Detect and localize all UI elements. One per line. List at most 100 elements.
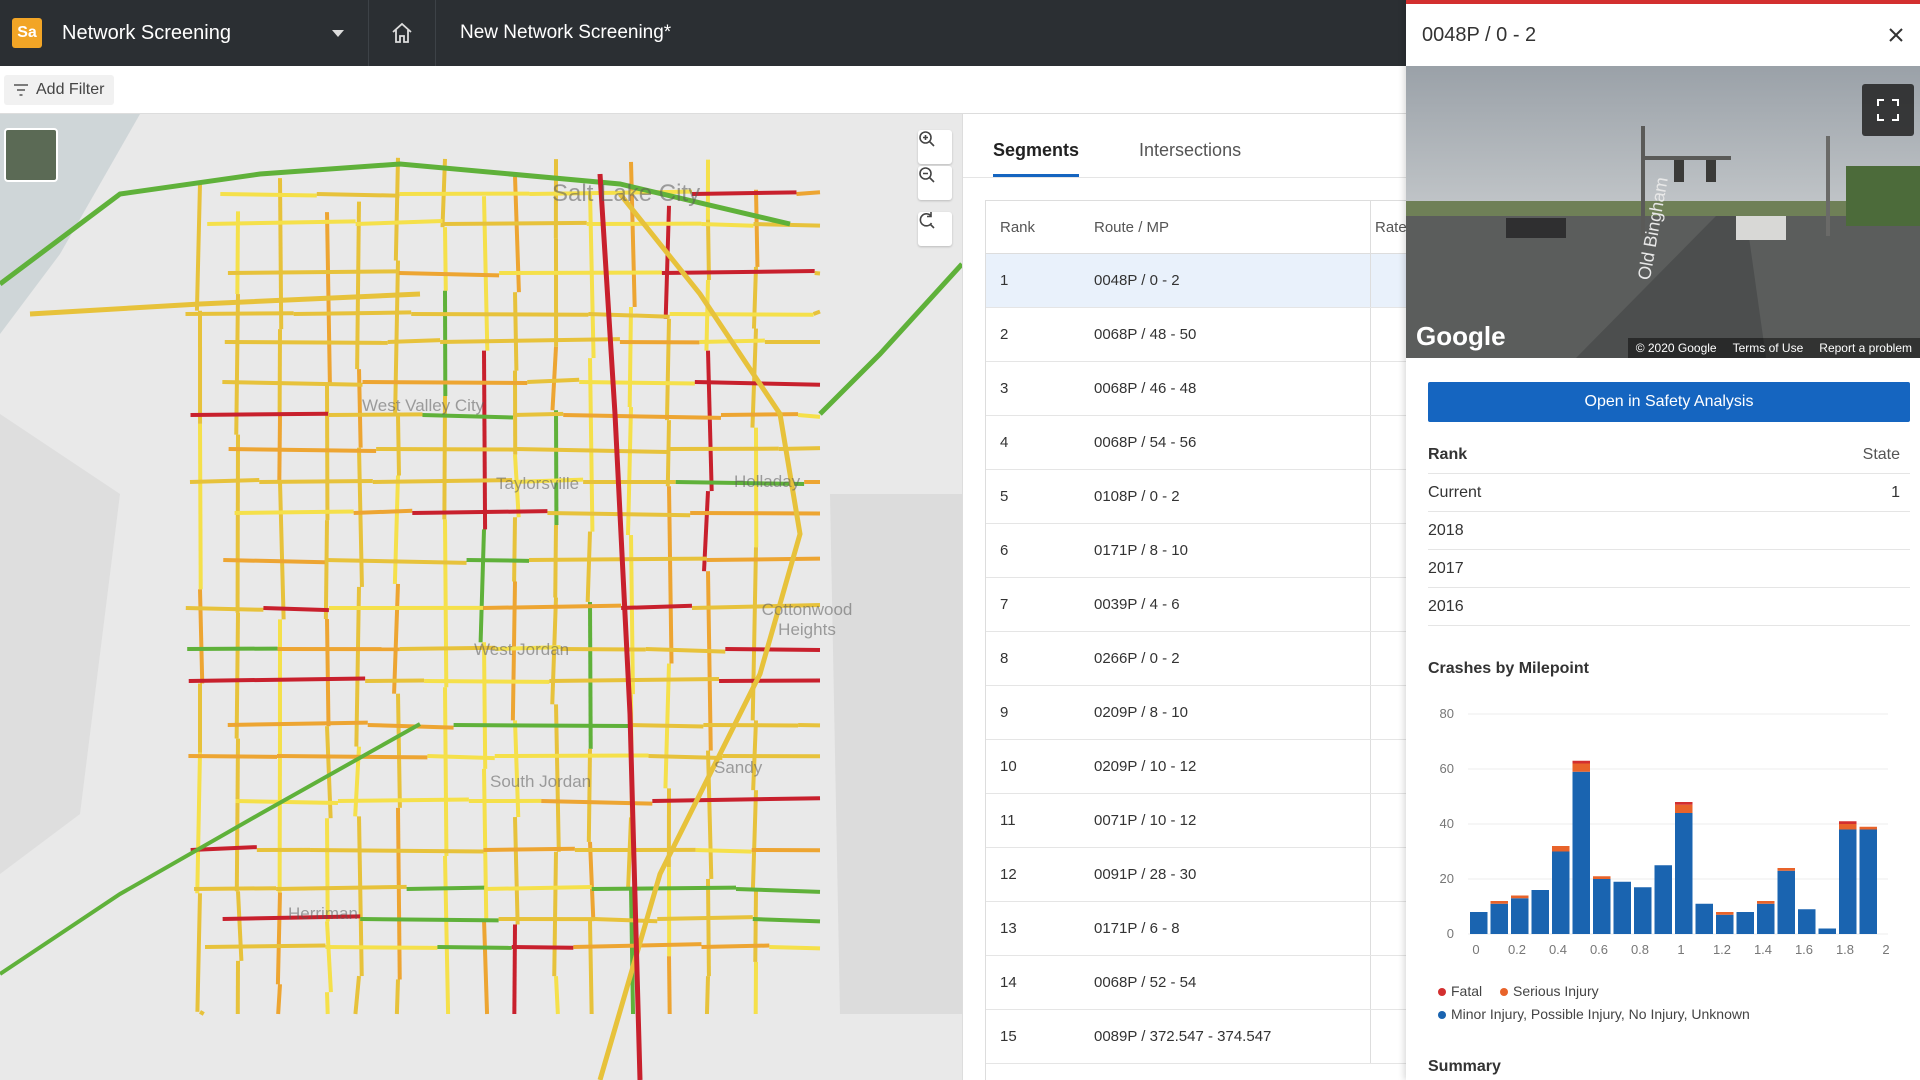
road-segment	[353, 508, 413, 515]
close-icon[interactable]	[1888, 27, 1904, 43]
report-problem-link[interactable]: Report a problem	[1819, 341, 1912, 355]
road-segment	[325, 818, 330, 922]
map-view[interactable]: Salt Lake City West Valley City Holladay…	[0, 114, 962, 1080]
rate-cell	[1370, 308, 1407, 361]
road-segment	[396, 807, 402, 980]
route-cell: 0108P / 0 - 2	[1094, 488, 1180, 505]
summary-heading: Summary	[1428, 1058, 1501, 1075]
road-segment	[195, 752, 202, 894]
road-segment	[396, 415, 401, 476]
zoom-in-button[interactable]	[918, 130, 952, 164]
table-row[interactable]: 4 0068P / 54 - 56	[986, 416, 1407, 470]
road-segment	[259, 479, 373, 484]
highway	[0, 722, 421, 976]
x-tick-label: 1.6	[1795, 942, 1813, 957]
bar-fatal	[1675, 802, 1693, 805]
table-row: 2018	[1428, 512, 1910, 550]
bar-serious	[1552, 846, 1570, 852]
bar-minor	[1859, 829, 1877, 934]
app-title[interactable]: Network Screening	[62, 21, 231, 44]
copyright-text: © 2020 Google	[1635, 341, 1717, 355]
route-cell: 0091P / 28 - 30	[1094, 866, 1197, 883]
home-icon[interactable]	[369, 0, 435, 66]
road-segment	[585, 531, 592, 603]
rate-cell	[1370, 524, 1407, 577]
table-row[interactable]: 3 0068P / 46 - 48	[986, 362, 1407, 416]
x-tick-label: 2	[1882, 942, 1889, 957]
table-row[interactable]: 6 0171P / 8 - 10	[986, 524, 1407, 578]
column-header-rate[interactable]: Rate	[1370, 201, 1407, 253]
open-safety-analysis-button[interactable]: Open in Safety Analysis	[1428, 382, 1910, 422]
basemap-toggle[interactable]	[4, 128, 58, 182]
table-row[interactable]: 1 0048P / 0 - 2	[986, 254, 1407, 308]
fullscreen-button[interactable]	[1862, 84, 1914, 136]
filter-icon	[14, 83, 28, 96]
x-tick-label: 0.4	[1549, 942, 1567, 957]
app-logo: Sa	[12, 18, 42, 48]
table-row[interactable]: 8 0266P / 0 - 2	[986, 632, 1407, 686]
y-tick-label: 60	[1440, 761, 1454, 776]
tab-segments[interactable]: Segments	[993, 140, 1080, 177]
road-segment	[769, 945, 821, 951]
rank-period: Current	[1428, 483, 1482, 501]
column-header-rank[interactable]: Rank	[1000, 218, 1036, 236]
road-segment	[355, 219, 443, 226]
add-filter-button[interactable]: Add Filter	[4, 74, 115, 105]
header-divider	[368, 0, 369, 66]
road-segment	[695, 848, 752, 854]
table-row[interactable]: 13 0171P / 6 - 8	[986, 902, 1407, 956]
road-segment	[367, 723, 454, 730]
highway	[0, 161, 791, 286]
route-cell: 0209P / 8 - 10	[1094, 704, 1188, 721]
road-segment	[669, 312, 814, 317]
table-row[interactable]: 5 0108P / 0 - 2	[986, 470, 1407, 524]
road-segment	[234, 612, 240, 739]
tab-intersections[interactable]: Intersections	[1139, 140, 1242, 160]
table-row[interactable]: 14 0068P / 52 - 54	[986, 956, 1407, 1010]
road-segment	[324, 558, 467, 565]
rank-cell: 9	[1000, 704, 1009, 721]
road-segment	[443, 855, 451, 1015]
x-tick-label: 1	[1677, 942, 1684, 957]
road-segment	[512, 411, 564, 417]
highway	[818, 262, 962, 416]
table-row: 2016	[1428, 588, 1910, 626]
road-segment	[277, 754, 428, 760]
rank-period: 2016	[1428, 597, 1464, 615]
route-cell: 0171P / 8 - 10	[1094, 542, 1188, 559]
table-row: 2017	[1428, 550, 1910, 588]
road-segment	[478, 529, 486, 643]
road-segment	[527, 377, 580, 384]
table-row: Current 1	[1428, 474, 1910, 512]
table-row[interactable]: 9 0209P / 8 - 10	[986, 686, 1407, 740]
chevron-down-icon[interactable]	[332, 29, 344, 37]
route-cell: 0039P / 4 - 6	[1094, 596, 1180, 613]
road-segment	[499, 270, 662, 275]
zoom-out-button[interactable]	[918, 166, 952, 200]
street-view-image[interactable]: Google Old Bingham © 2020 Google Terms o…	[1406, 66, 1920, 358]
bar-minor	[1634, 887, 1652, 934]
table-row[interactable]: 15 0089P / 372.547 - 374.547	[986, 1010, 1407, 1064]
rank-cell: 3	[1000, 380, 1009, 397]
road-segment	[664, 318, 671, 421]
road-segment	[706, 556, 821, 562]
road-segment	[515, 447, 668, 454]
table-row[interactable]: 12 0091P / 28 - 30	[986, 848, 1407, 902]
table-row[interactable]: 2 0068P / 48 - 50	[986, 308, 1407, 362]
table-row[interactable]: 11 0071P / 10 - 12	[986, 794, 1407, 848]
road-segment	[621, 603, 693, 610]
road-segment	[701, 222, 754, 228]
road-network	[0, 114, 962, 1080]
table-row[interactable]: 7 0039P / 4 - 6	[986, 578, 1407, 632]
road-segment	[227, 720, 368, 727]
street-view-scene	[1406, 126, 1920, 358]
table-row[interactable]: 10 0209P / 10 - 12	[986, 740, 1407, 794]
road-segment	[325, 618, 331, 727]
road-segment	[263, 606, 329, 613]
road-segment	[560, 647, 646, 652]
route-cell: 0068P / 54 - 56	[1094, 434, 1197, 451]
legend-label: Serious Injury	[1513, 983, 1599, 999]
reset-zoom-button[interactable]	[918, 212, 952, 246]
terms-link[interactable]: Terms of Use	[1732, 341, 1804, 355]
column-header-route[interactable]: Route / MP	[1094, 218, 1170, 236]
